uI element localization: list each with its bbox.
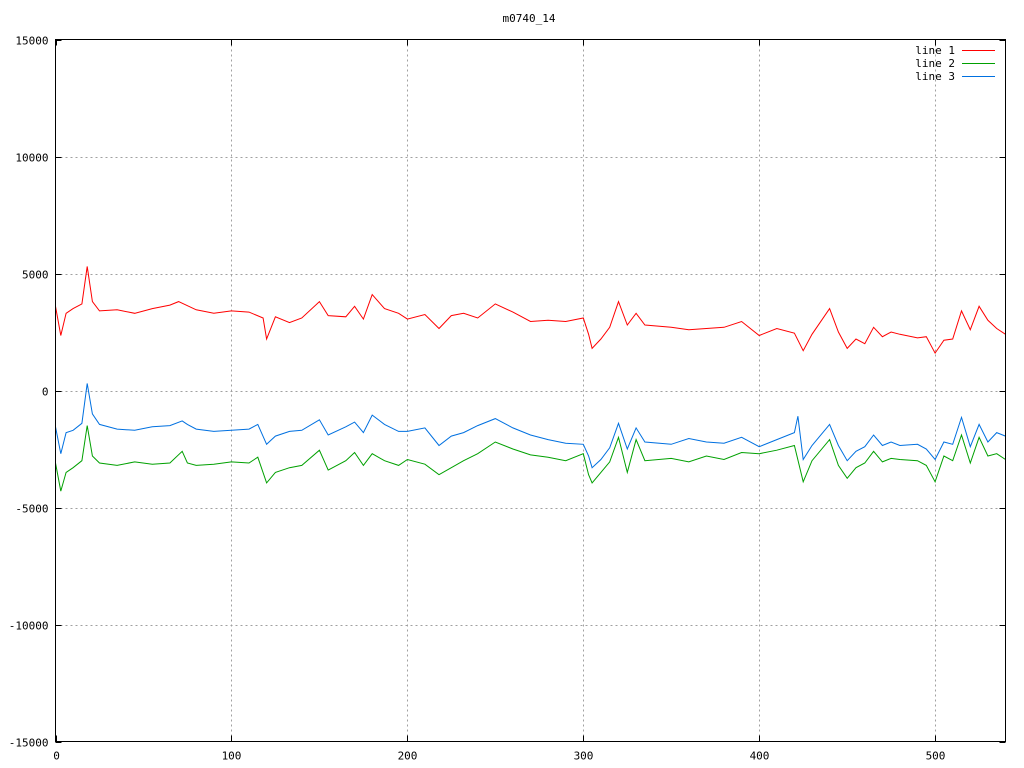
x-tick-label: 100 [222, 750, 242, 763]
y-tick-label: 10000 [15, 152, 48, 165]
grid-lines [55, 39, 1006, 742]
legend-label-1: line 1 [915, 44, 955, 57]
x-tick-label: 500 [926, 750, 946, 763]
x-tick-label: 0 [53, 750, 60, 763]
chart-title: m0740_14 [503, 12, 556, 25]
x-tick-label: 400 [750, 750, 770, 763]
y-tick-label: -15000 [9, 737, 49, 750]
series-line-1 [55, 266, 1006, 355]
series-line-3 [55, 383, 1006, 469]
tick-labels: -15000 -10000 -5000 0 5000 10000 15000 0 100 200 3… [9, 35, 946, 763]
legend-label-3: line 3 [915, 70, 955, 83]
axis-ticks [55, 39, 1006, 743]
legend-label-2: line 2 [915, 57, 955, 70]
y-tick-label: 5000 [22, 269, 49, 282]
y-tick-label: 15000 [15, 35, 48, 48]
y-tick-label: 0 [42, 386, 49, 399]
plot-frame [55, 39, 1006, 742]
y-tick-label: -5000 [15, 503, 48, 516]
x-tick-label: 200 [398, 750, 418, 763]
x-tick-label: 300 [574, 750, 594, 763]
series-line-2 [55, 425, 1006, 492]
series-lines [55, 266, 1006, 492]
y-tick-label: -10000 [9, 620, 49, 633]
